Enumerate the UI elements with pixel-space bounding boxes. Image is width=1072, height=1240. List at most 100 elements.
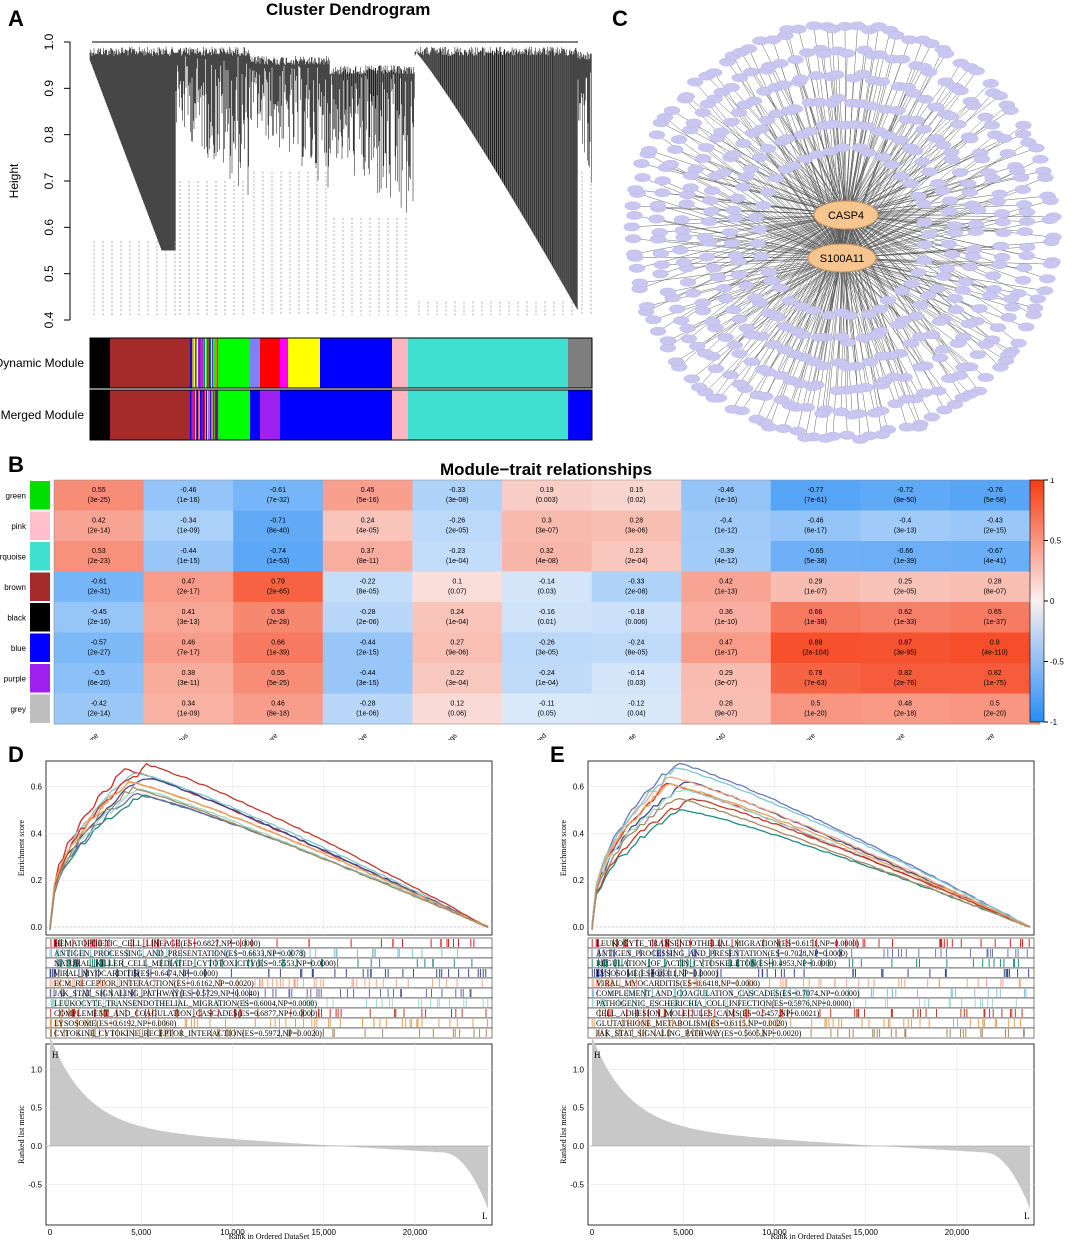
network-node — [910, 191, 927, 201]
network-node — [946, 294, 964, 303]
merged-module-stripe — [208, 390, 210, 440]
cell-correlation: 0.28 — [719, 701, 733, 708]
heatmap-cell — [860, 632, 951, 664]
gene-set-label: ECM_RECEPTOR_INTERACTION(ES=0.6162,NP=0.… — [54, 979, 254, 988]
cell-pvalue: (1e-33) — [894, 619, 917, 626]
es-plot-frame — [587, 760, 1035, 936]
dendro-leaf-lines — [418, 301, 573, 316]
es-tick-label: 0.6 — [573, 782, 585, 791]
network-node — [705, 68, 723, 78]
heatmap-cell — [412, 541, 503, 572]
network-node — [970, 205, 987, 215]
network-node — [919, 291, 937, 301]
network-node — [1000, 312, 1017, 322]
network-node — [763, 276, 780, 286]
heatmap-cell — [322, 602, 413, 633]
network-node — [862, 101, 880, 111]
network-node — [808, 150, 826, 160]
network-node — [1004, 302, 1021, 312]
cell-pvalue: (3e-07) — [536, 528, 559, 535]
metric-tick-label: 0.0 — [573, 1142, 585, 1151]
cell-pvalue: (2e-20) — [984, 711, 1007, 718]
gene-set-label: NATURAL_KILLER_CELL_MEDIATED_CYTOTOXICIT… — [54, 959, 336, 968]
dendro-branches — [89, 46, 176, 251]
cell-correlation: -0.16 — [539, 609, 555, 616]
legend-tick-label: 0.5 — [1050, 537, 1062, 546]
network-node — [702, 196, 719, 205]
network-node — [668, 304, 686, 314]
gene-set-label: JAK_STAT_SIGNALING_PATHWAY(ES=0.5605,NP=… — [596, 1029, 802, 1038]
merged-module-stripe — [205, 390, 207, 440]
network-node — [694, 154, 712, 163]
cell-pvalue: (7e-63) — [804, 680, 827, 687]
cell-pvalue: (2e-16) — [88, 619, 111, 626]
cell-correlation: 0.53 — [92, 548, 106, 555]
cell-pvalue: (2e-15) — [984, 528, 1007, 535]
cell-correlation: -0.33 — [628, 579, 644, 586]
network-node — [1037, 173, 1054, 183]
dendro-branches — [414, 46, 578, 310]
heatmap-cell — [322, 480, 413, 511]
merged-module-stripe — [191, 390, 193, 440]
cell-pvalue: (3e-07) — [715, 680, 738, 687]
trait-label: ESTIMATEScore — [954, 732, 996, 740]
es-tick-label: 0.2 — [573, 876, 585, 885]
es-curve — [49, 778, 489, 929]
heatmap-cell — [502, 602, 593, 633]
x-tick-label: 5,000 — [131, 1228, 152, 1237]
es-axis-label: Enrichment score — [17, 819, 26, 876]
network-node — [678, 92, 695, 101]
heatmap-cell — [591, 571, 682, 603]
network-node — [654, 188, 671, 198]
module-label: green — [6, 491, 26, 500]
network-node — [722, 370, 739, 380]
cell-pvalue: (8e-50) — [894, 497, 917, 504]
network-node — [1018, 207, 1036, 217]
network-node — [969, 350, 986, 360]
heatmap-cell — [502, 663, 593, 694]
cell-pvalue: (1e-37) — [984, 619, 1007, 626]
network-node — [898, 394, 915, 404]
cell-correlation: -0.5 — [93, 670, 105, 677]
gene-set-label: HEMATOPOIETIC_CELL_LINEAGE(ES=0.6827,NP=… — [54, 939, 261, 948]
gene-set-label: CYTOKINE_CYTOKINE_RECEPTOR_INTERACTION(E… — [54, 1029, 322, 1038]
network-node — [694, 298, 712, 308]
network-node — [634, 173, 651, 182]
heatmap-cell — [54, 663, 145, 694]
dynamic-module-stripe — [206, 338, 208, 388]
merged-module-segment — [568, 390, 593, 440]
cell-correlation: -0.33 — [449, 487, 465, 494]
network-node — [937, 49, 955, 59]
heatmap-cell — [770, 663, 861, 694]
hit-ticks — [50, 1009, 487, 1017]
cell-pvalue: (1e-10) — [715, 619, 738, 626]
network-node — [873, 380, 890, 390]
heatmap-cell — [681, 480, 772, 511]
network-node — [883, 160, 901, 170]
cell-correlation: -0.44 — [360, 670, 376, 677]
merged-module-stripe — [209, 390, 211, 440]
metric-tick-label: 0.0 — [31, 1142, 43, 1151]
gsea-plot-d: 0.6 0.4 0.2 0.0 Enrichment score HEMATOPOIETI… — [17, 760, 493, 1240]
network-node — [751, 153, 769, 162]
network-node — [743, 67, 760, 77]
network-node — [790, 24, 807, 34]
network-node — [829, 386, 846, 396]
heatmap-cell — [54, 571, 145, 603]
network-node — [984, 174, 1001, 183]
gene-set-label: CELL_ADHESION_MOLECULES_CAMS(ES=0.5457,N… — [596, 1009, 820, 1018]
metric-tick-label: -0.5 — [28, 1180, 42, 1189]
network-node — [703, 207, 720, 216]
x-tick-label: 10,000 — [220, 1228, 245, 1237]
cell-correlation: 0.42 — [719, 579, 733, 586]
network-node — [738, 323, 756, 333]
merged-module-stripe — [214, 390, 216, 440]
heatmap-title: Module−trait relationships — [440, 460, 653, 479]
network-node — [767, 173, 785, 183]
cell-pvalue: (1e-12) — [715, 528, 738, 535]
cell-correlation: -0.67 — [987, 548, 1003, 555]
network-node — [751, 225, 768, 234]
network-node — [973, 154, 991, 164]
heatmap-cell — [322, 693, 413, 725]
cell-correlation: 0.5 — [990, 701, 1000, 708]
